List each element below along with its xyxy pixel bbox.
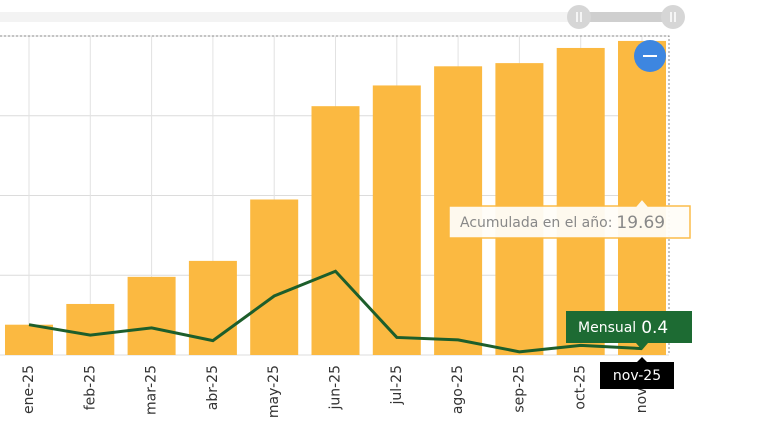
x-tick-label: abr-25 — [205, 365, 221, 410]
tooltip-text: Mensual 0.4 — [578, 318, 668, 338]
x-tick-label: jun-25 — [328, 365, 344, 411]
x-tick-label: feb-25 — [82, 365, 98, 410]
x-tick-label: sep-25 — [511, 365, 527, 413]
tooltip-value: 19.69 — [616, 213, 665, 233]
tooltips: Acumulada en el año: 19.69 Mensual 0.4 nov-2… — [448, 197, 692, 389]
bar — [127, 276, 176, 355]
tooltip-label: Acumulada en el año: — [460, 215, 612, 231]
plot-border — [0, 35, 670, 355]
tooltip-value: 0.4 — [641, 318, 668, 338]
line-series — [28, 269, 643, 354]
bar — [372, 85, 421, 355]
bar — [66, 303, 115, 355]
x-tick-label: mar-25 — [144, 365, 160, 415]
range-handle[interactable] — [567, 5, 591, 29]
x-tick-label: may-25 — [266, 365, 282, 418]
bar — [250, 199, 299, 355]
range-selection[interactable] — [580, 12, 675, 22]
bar — [556, 47, 605, 356]
bar — [311, 106, 360, 356]
tooltip-box — [566, 311, 692, 350]
range-handle[interactable] — [661, 5, 685, 29]
x-tick-label: ago-25 — [450, 365, 466, 414]
tooltip-box — [448, 197, 691, 239]
bar — [5, 324, 53, 355]
x-tick-label: ene-25 — [21, 365, 37, 414]
range-track — [0, 12, 580, 22]
category-tooltip-text: nov-25 — [613, 368, 661, 384]
x-tick-label: jul-25 — [389, 365, 405, 406]
x-tick-label: oct-25 — [573, 365, 589, 410]
category-tooltip — [600, 357, 674, 389]
tooltip-text: Acumulada en el año: 19.69 — [460, 213, 665, 233]
handle-grip — [576, 12, 676, 22]
tooltip-label: Mensual — [578, 320, 636, 336]
